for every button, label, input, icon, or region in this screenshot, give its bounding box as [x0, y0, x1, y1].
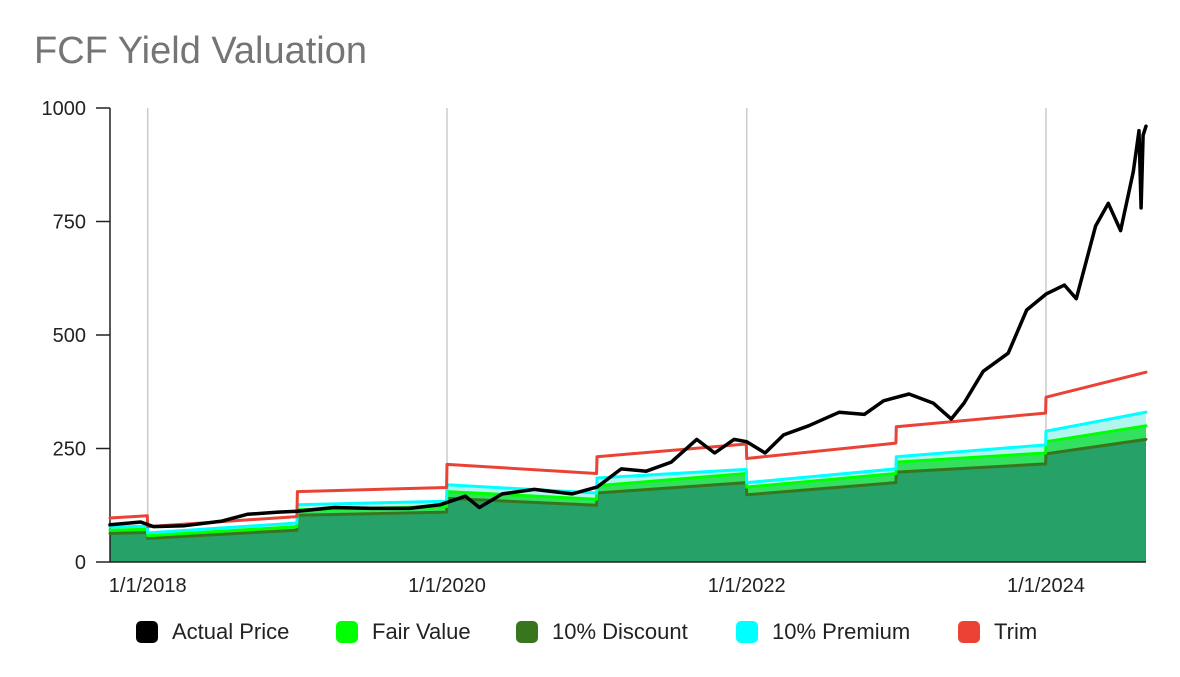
legend-item-10-discount: 10% Discount — [516, 612, 688, 652]
legend-label-10-premium: 10% Premium — [772, 619, 911, 644]
legend-label-trim: Trim — [994, 619, 1038, 644]
y-tick-label: 250 — [53, 439, 86, 461]
area-discount-to-fair — [110, 425, 1146, 539]
legend-label-fair-value: Fair Value — [372, 619, 471, 644]
series-line-actual-price — [108, 124, 1148, 529]
x-tick-label: 1/1/2020 — [408, 575, 486, 597]
legend-swatch-10-premium — [736, 621, 758, 643]
legend-swatch-actual-price — [136, 621, 158, 643]
legend-item-fair-value: Fair Value — [336, 612, 471, 652]
legend-swatch-fair-value — [336, 621, 358, 643]
legend-swatch-trim — [958, 621, 980, 643]
y-tick-label: 500 — [53, 325, 86, 347]
x-tick-label: 1/1/2018 — [109, 575, 187, 597]
legend-item-actual-price: Actual Price — [136, 612, 289, 652]
x-tick-label: 1/1/2022 — [708, 575, 786, 597]
chart-legend: Actual Price Fair Value 10% Discount 10%… — [0, 612, 1180, 652]
y-tick-label: 1000 — [42, 98, 87, 120]
x-tick-label: 1/1/2024 — [1007, 575, 1085, 597]
area-fair-to-premium — [110, 412, 1146, 536]
y-tick-label: 0 — [75, 552, 86, 574]
legend-label-actual-price: Actual Price — [172, 619, 290, 644]
legend-label-10-discount: 10% Discount — [552, 619, 688, 644]
chart-title: FCF Yield Valuation — [34, 30, 368, 72]
legend-item-trim: Trim — [958, 612, 1037, 652]
y-tick-label: 750 — [53, 212, 86, 234]
area-below-discount — [110, 439, 1146, 562]
legend-swatch-10-discount — [516, 621, 538, 643]
legend-item-10-premium: 10% Premium — [736, 612, 910, 652]
